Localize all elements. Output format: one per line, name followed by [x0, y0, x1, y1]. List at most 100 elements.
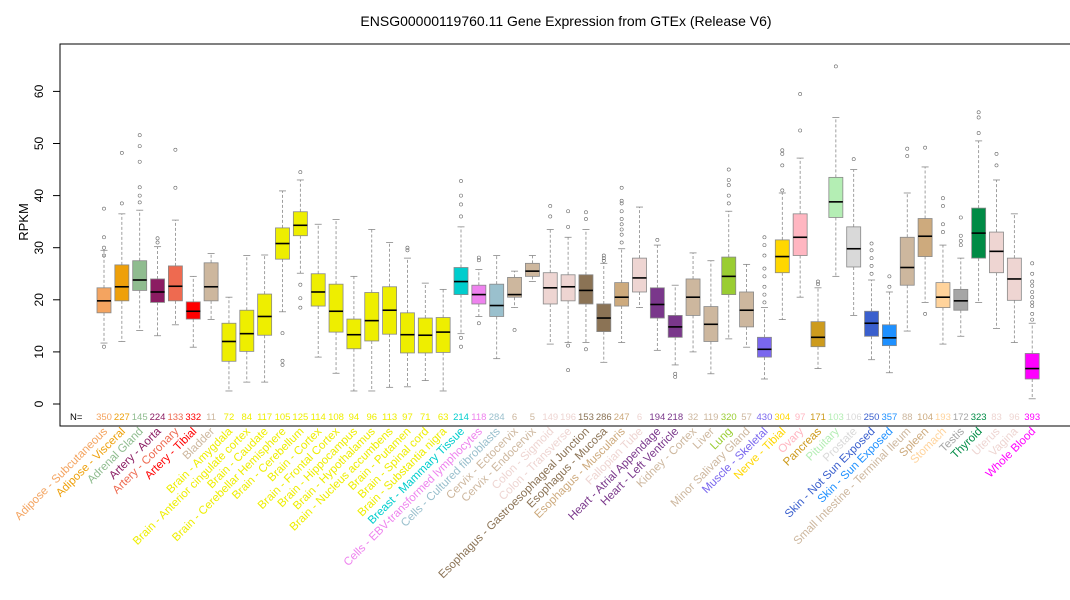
iqr-box — [507, 276, 522, 298]
box-32 — [667, 284, 683, 379]
outlier-point — [102, 253, 106, 258]
outlier-point — [762, 253, 767, 258]
box-35 — [721, 167, 737, 340]
outlier-point — [173, 185, 178, 190]
iqr-box — [935, 282, 951, 309]
outlier-point — [905, 146, 910, 151]
iqr-box — [578, 274, 594, 305]
box-50 — [989, 152, 1004, 329]
sample-count-14: 94 — [349, 412, 360, 423]
box-47 — [935, 196, 951, 345]
sample-count-51: 96 — [1009, 412, 1020, 423]
outlier-point — [459, 179, 463, 183]
sample-count-17: 97 — [402, 412, 413, 423]
iqr-box — [257, 293, 273, 336]
outlier-point — [798, 128, 803, 133]
box-16 — [382, 242, 398, 388]
sample-count-0: 350 — [96, 412, 112, 423]
box-44 — [882, 274, 897, 374]
outlier-point — [655, 237, 660, 242]
iqr-box — [203, 262, 219, 302]
y-tick-label: 40 — [32, 189, 46, 203]
box-48 — [953, 215, 969, 337]
sample-count-37: 430 — [757, 412, 773, 423]
outlier-point — [869, 256, 874, 261]
outlier-point — [619, 185, 624, 190]
box-38 — [774, 148, 790, 320]
iqr-box — [828, 176, 844, 218]
outlier-point — [1030, 290, 1035, 294]
outlier-point — [994, 163, 999, 168]
sample-count-22: 284 — [489, 412, 505, 423]
box-29 — [614, 185, 630, 343]
box-31 — [649, 237, 665, 351]
sample-count-47: 193 — [935, 412, 951, 423]
outlier-point — [512, 328, 517, 332]
box-9 — [257, 254, 273, 383]
sample-count-34: 119 — [703, 412, 718, 423]
outlier-point — [459, 193, 463, 198]
iqr-box — [882, 324, 897, 347]
y-tick-label: 10 — [32, 345, 46, 359]
sample-count-20: 214 — [453, 412, 469, 423]
sample-count-46: 104 — [917, 412, 933, 423]
y-tick-label: 0 — [32, 400, 46, 407]
outlier-point — [816, 279, 820, 284]
iqr-box — [435, 317, 451, 353]
sample-count-42: 106 — [846, 412, 862, 423]
outlier-point — [119, 150, 124, 155]
outlier-point — [762, 300, 767, 305]
box-40 — [810, 279, 826, 369]
box-7 — [221, 296, 237, 392]
outlier-point — [584, 347, 588, 352]
iqr-box — [917, 218, 933, 257]
outlier-point — [459, 335, 463, 340]
y-tick-label: 20 — [32, 293, 46, 307]
outlier-point — [1030, 271, 1035, 276]
outlier-point — [726, 193, 731, 198]
outlier-point — [762, 284, 767, 289]
sample-count-48: 172 — [953, 412, 969, 423]
outlier-point — [1030, 261, 1035, 266]
iqr-box — [167, 265, 183, 302]
sample-count-18: 71 — [420, 412, 431, 423]
outlier-point — [566, 343, 571, 348]
sample-count-28: 286 — [596, 412, 612, 423]
iqr-box — [953, 288, 969, 311]
sample-count-2: 145 — [132, 412, 148, 423]
outlier-point — [762, 235, 767, 240]
outlier-point — [887, 284, 892, 289]
sample-count-10: 105 — [275, 412, 291, 423]
chart-title: ENSG00000119760.11 Gene Expression from … — [360, 13, 771, 29]
outlier-point — [102, 245, 106, 250]
outlier-point — [726, 178, 731, 182]
iqr-box — [846, 226, 862, 268]
sample-count-19: 63 — [438, 412, 449, 423]
y-tick-label: 30 — [32, 241, 46, 255]
iqr-box — [632, 257, 647, 293]
sample-count-40: 171 — [810, 412, 826, 423]
outlier-point — [726, 167, 731, 172]
outlier-point — [137, 144, 142, 149]
outlier-point — [762, 266, 767, 271]
outlier-point — [941, 230, 945, 234]
outlier-point — [298, 296, 303, 301]
outlier-point — [619, 227, 624, 232]
n-prefix-label: N= — [70, 412, 83, 423]
y-axis-label: RPKM — [16, 203, 31, 241]
outlier-point — [726, 201, 731, 206]
iqr-box — [328, 283, 344, 333]
box-25 — [542, 204, 558, 345]
box-41 — [828, 64, 844, 277]
y-tick-label: 60 — [32, 84, 46, 98]
box-19 — [435, 288, 451, 392]
outlier-point — [941, 222, 945, 227]
sample-count-49: 323 — [971, 412, 987, 423]
box-23 — [507, 270, 522, 332]
box-39 — [792, 92, 808, 298]
iqr-box — [150, 278, 165, 303]
sample-count-27: 153 — [578, 412, 594, 423]
counts-layer: 350 227 145 224 133 332 11 72 84 117 105 125 114 108 9… — [96, 412, 1040, 423]
box-27 — [578, 210, 594, 352]
